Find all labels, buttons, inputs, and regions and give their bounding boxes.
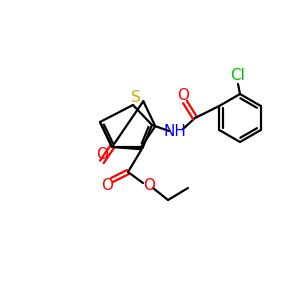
Text: O: O	[177, 88, 189, 103]
Text: O: O	[143, 178, 155, 193]
Text: S: S	[131, 91, 141, 106]
Text: NH: NH	[164, 124, 186, 140]
Text: Cl: Cl	[231, 68, 245, 82]
Text: O: O	[101, 178, 113, 193]
Text: O: O	[96, 147, 108, 162]
